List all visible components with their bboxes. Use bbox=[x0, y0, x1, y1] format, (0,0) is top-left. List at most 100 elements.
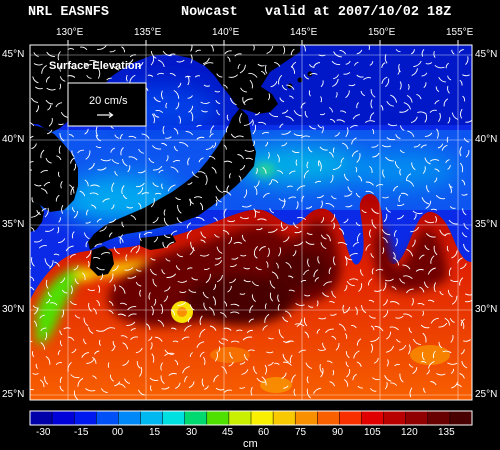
current-arrow bbox=[447, 85, 450, 94]
current-arrow bbox=[108, 300, 114, 306]
current-arrow bbox=[335, 343, 340, 351]
current-arrow bbox=[236, 329, 243, 332]
current-arrow bbox=[442, 350, 452, 354]
current-arrow bbox=[77, 149, 84, 154]
current-arrow bbox=[385, 156, 394, 162]
current-arrow bbox=[279, 123, 284, 128]
current-arrow bbox=[369, 229, 372, 238]
current-arrow bbox=[81, 352, 89, 358]
current-arrow bbox=[284, 310, 292, 318]
current-arrow bbox=[248, 318, 254, 323]
colorbar-segment bbox=[74, 411, 97, 425]
current-arrow bbox=[347, 186, 353, 193]
current-arrow bbox=[358, 283, 363, 292]
current-arrow bbox=[200, 231, 207, 239]
current-arrow bbox=[216, 246, 223, 254]
current-arrow bbox=[267, 93, 271, 101]
current-arrow bbox=[239, 164, 246, 171]
current-arrow bbox=[283, 45, 286, 55]
current-arrow bbox=[59, 340, 63, 347]
current-arrow bbox=[438, 112, 441, 122]
current-arrow bbox=[224, 50, 232, 55]
current-arrow bbox=[271, 179, 279, 184]
current-arrow bbox=[374, 357, 379, 364]
current-arrow bbox=[175, 382, 181, 389]
current-arrow bbox=[291, 150, 300, 154]
current-arrow bbox=[423, 387, 426, 394]
current-arrow bbox=[462, 208, 467, 216]
current-arrow bbox=[345, 361, 349, 368]
current-arrow bbox=[365, 181, 374, 186]
current-arrow bbox=[105, 327, 116, 331]
current-arrow bbox=[382, 299, 388, 306]
current-arrow bbox=[55, 102, 63, 108]
colorbar-segment bbox=[52, 411, 75, 425]
current-arrow bbox=[168, 373, 177, 376]
current-arrow bbox=[43, 181, 51, 187]
current-arrow bbox=[33, 320, 37, 327]
current-arrow bbox=[382, 196, 389, 199]
current-arrow bbox=[253, 185, 258, 195]
current-arrow bbox=[438, 76, 446, 83]
current-arrow bbox=[429, 109, 437, 113]
current-arrow bbox=[89, 192, 99, 196]
current-arrow bbox=[215, 199, 218, 207]
current-arrow bbox=[372, 128, 375, 135]
current-arrow bbox=[285, 340, 294, 344]
current-arrow bbox=[145, 323, 151, 331]
current-arrow bbox=[460, 263, 467, 270]
current-arrow bbox=[383, 310, 389, 318]
current-arrow bbox=[386, 359, 389, 367]
current-arrow bbox=[130, 214, 137, 221]
current-arrow bbox=[152, 217, 159, 224]
current-arrow bbox=[109, 273, 114, 283]
current-arrow bbox=[285, 261, 292, 269]
valid-time: valid at 2007/10/02 18Z bbox=[265, 5, 452, 20]
current-arrow bbox=[320, 217, 324, 224]
current-arrow bbox=[201, 378, 205, 387]
current-arrow bbox=[150, 342, 153, 350]
current-arrow bbox=[228, 236, 232, 245]
current-arrow bbox=[447, 362, 458, 365]
current-arrow bbox=[369, 112, 375, 120]
current-arrow bbox=[435, 86, 440, 92]
cbar-tick-8: 75 bbox=[295, 427, 307, 438]
current-arrow bbox=[342, 304, 345, 314]
current-arrow bbox=[382, 169, 385, 178]
current-arrow bbox=[41, 188, 48, 194]
current-arrow bbox=[211, 166, 217, 174]
current-arrow bbox=[410, 226, 420, 233]
current-arrow bbox=[31, 143, 37, 150]
current-arrow bbox=[463, 222, 469, 230]
current-arrow bbox=[59, 385, 64, 392]
current-arrow bbox=[326, 234, 331, 242]
current-arrow bbox=[85, 221, 92, 224]
current-arrow bbox=[394, 363, 401, 367]
current-arrow bbox=[289, 95, 294, 99]
current-arrow bbox=[95, 134, 101, 142]
current-arrow bbox=[361, 305, 367, 314]
current-arrow bbox=[111, 204, 115, 210]
current-arrow bbox=[371, 208, 379, 214]
lat-label-45-left: 45°N bbox=[2, 49, 25, 60]
current-arrow bbox=[303, 317, 308, 327]
current-arrow bbox=[386, 100, 394, 107]
current-arrow bbox=[60, 277, 66, 284]
current-arrow bbox=[70, 186, 75, 196]
current-arrow bbox=[420, 144, 427, 149]
current-arrow bbox=[239, 361, 246, 365]
current-arrow bbox=[409, 387, 413, 398]
current-arrow bbox=[266, 45, 274, 55]
colorbar-segment bbox=[96, 411, 119, 425]
current-arrow bbox=[355, 222, 361, 227]
current-arrow bbox=[196, 124, 202, 128]
cbar-tick-4: 15 bbox=[149, 427, 161, 438]
current-arrow bbox=[407, 83, 410, 90]
current-arrow bbox=[292, 250, 297, 257]
current-arrow bbox=[163, 234, 171, 239]
current-arrow bbox=[336, 119, 346, 123]
current-arrow bbox=[293, 222, 299, 229]
current-arrow bbox=[406, 94, 413, 103]
current-arrow bbox=[441, 144, 448, 151]
colorbar-segment bbox=[206, 411, 230, 425]
